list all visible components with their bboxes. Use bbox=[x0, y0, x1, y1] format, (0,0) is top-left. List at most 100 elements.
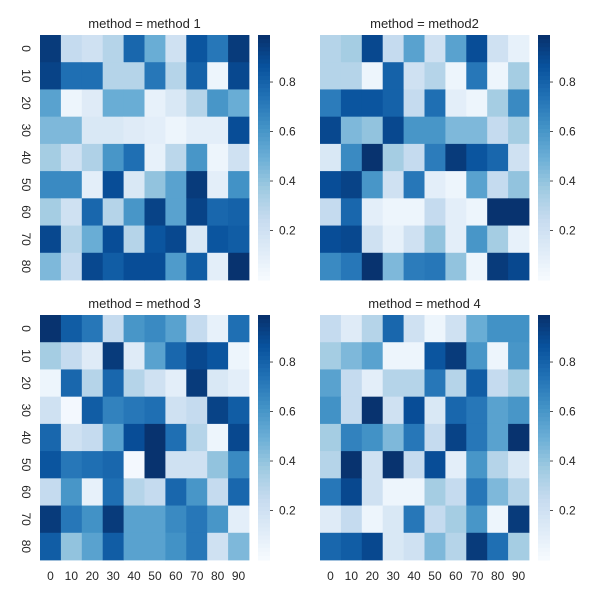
colorbar-segment bbox=[538, 466, 550, 471]
heatmap-cell-r8-c2 bbox=[361, 252, 384, 281]
colorbar-tick-label: 0.6 bbox=[279, 405, 296, 419]
heatmap-cell-r4-c9 bbox=[508, 423, 530, 452]
heatmap-cell-r5-c0 bbox=[320, 171, 342, 199]
colorbar-segment bbox=[258, 137, 270, 142]
colorbar-segment bbox=[258, 359, 270, 365]
colorbar-segment bbox=[258, 364, 270, 369]
heatmap-cell-r5-c5 bbox=[144, 451, 166, 479]
heatmap-cell-r7-c5 bbox=[144, 505, 166, 534]
heatmap-cell-r5-c1 bbox=[340, 171, 363, 199]
colorbar-segment bbox=[538, 239, 550, 244]
colorbar-segment bbox=[258, 51, 270, 56]
heatmap-cell-r4-c8 bbox=[207, 423, 229, 452]
heatmap-cell-r7-c8 bbox=[207, 505, 229, 534]
heatmap-cell-r3-c9 bbox=[508, 116, 530, 145]
colorbar-segment bbox=[258, 149, 270, 154]
colorbar-segment bbox=[258, 214, 270, 220]
heatmap-cell-r1-c1 bbox=[340, 62, 363, 90]
colorbar-segment bbox=[258, 190, 270, 195]
colorbar-segment bbox=[258, 327, 270, 332]
heatmap-cell-r4-c2 bbox=[81, 423, 104, 452]
heatmap-cell-r1-c2 bbox=[81, 342, 104, 370]
heatmap-cell-r2-c8 bbox=[487, 89, 509, 118]
heatmap-cell-r5-c1 bbox=[60, 171, 83, 199]
heatmap-cell-r1-c1 bbox=[340, 342, 363, 370]
heatmap-cell-r8-c8 bbox=[207, 532, 229, 561]
colorbar-segment bbox=[258, 104, 270, 109]
heatmap-cell-r2-c9 bbox=[508, 369, 530, 398]
colorbar-segment bbox=[258, 519, 270, 524]
colorbar-tick-label: 0.8 bbox=[559, 355, 576, 369]
heatmap-cell-r5-c3 bbox=[382, 171, 404, 199]
heatmap-cell-r8-c5 bbox=[144, 252, 166, 281]
colorbar-segment bbox=[258, 404, 270, 410]
colorbar-segment bbox=[538, 331, 550, 336]
heatmap-cell-r2-c3 bbox=[102, 369, 124, 398]
heatmap-cell-r3-c9 bbox=[228, 396, 250, 425]
heatmap-cell-r7-c6 bbox=[445, 225, 467, 254]
heatmap-cell-r2-c3 bbox=[382, 369, 404, 398]
colorbar-segment bbox=[538, 482, 550, 487]
colorbar-segment bbox=[258, 486, 270, 492]
colorbar-segment bbox=[538, 372, 550, 377]
colorbar-segment bbox=[538, 124, 550, 130]
heatmap-cell-r6-c9 bbox=[508, 198, 530, 226]
colorbar-segment bbox=[258, 108, 270, 114]
colorbar-segment bbox=[258, 376, 270, 381]
colorbar-segment bbox=[538, 231, 550, 236]
heatmap-cell-r4-c8 bbox=[207, 143, 229, 172]
heatmap-cell-r8-c9 bbox=[228, 532, 250, 561]
heatmap-cell-r3-c5 bbox=[424, 396, 446, 425]
heatmap-cell-r5-c8 bbox=[207, 451, 229, 479]
heatmap-cell-r7-c4 bbox=[403, 505, 425, 534]
colorbar-segment bbox=[258, 494, 270, 500]
heatmap-cell-r0-c4 bbox=[403, 35, 425, 63]
colorbar-segment bbox=[258, 161, 270, 167]
colorbar-segment bbox=[258, 490, 270, 496]
heatmap-cell-r4-c8 bbox=[487, 143, 509, 172]
heatmap-cell-r0-c8 bbox=[207, 315, 229, 343]
colorbar-segment bbox=[258, 59, 270, 65]
heatmap-cell-r8-c7 bbox=[466, 252, 488, 281]
heatmap-cell-r6-c3 bbox=[382, 198, 404, 226]
heatmap-cell-r6-c5 bbox=[424, 478, 446, 506]
colorbar-segment bbox=[538, 186, 550, 191]
y-tick-label: 40 bbox=[19, 151, 33, 165]
heatmap-cell-r7-c7 bbox=[186, 505, 208, 534]
colorbar-segment bbox=[538, 368, 550, 373]
heatmap-cell-r7-c6 bbox=[165, 505, 187, 534]
colorbar-segment bbox=[538, 96, 550, 101]
heatmap-cell-r2-c7 bbox=[186, 369, 208, 398]
heatmap-cell-r0-c0 bbox=[320, 35, 342, 63]
heatmap-cell-r2-c1 bbox=[60, 369, 83, 398]
x-tick-label: 80 bbox=[491, 569, 505, 583]
heatmap-cell-r2-c4 bbox=[123, 369, 145, 398]
heatmap-cell-r4-c6 bbox=[445, 143, 467, 172]
colorbar-segment bbox=[538, 445, 550, 451]
colorbar-segment bbox=[538, 210, 550, 216]
heatmap-cell-r6-c1 bbox=[340, 198, 363, 226]
heatmap-cell-r1-c7 bbox=[186, 342, 208, 370]
heatmap-cell-r3-c1 bbox=[340, 116, 363, 145]
colorbar-segment bbox=[538, 141, 550, 146]
x-tick-label: 50 bbox=[148, 569, 162, 583]
heatmap-panel-3: method = method 3 0 10 20 30 40 50 60 70 80 0 10 20 3… bbox=[19, 296, 296, 583]
heatmap-cell-r2-c4 bbox=[123, 89, 145, 118]
colorbar-tick-label: 0.6 bbox=[559, 405, 576, 419]
heatmap-cell-r6-c0 bbox=[320, 198, 342, 226]
colorbar-segment bbox=[258, 194, 270, 199]
heatmap-cell-r6-c2 bbox=[361, 198, 384, 226]
colorbar-segment bbox=[258, 210, 270, 216]
heatmap-cell-r2-c8 bbox=[207, 369, 229, 398]
heatmap-cell-r8-c4 bbox=[403, 532, 425, 561]
heatmap-cell-r8-c3 bbox=[382, 532, 404, 561]
heatmap-cell-r7-c1 bbox=[340, 225, 363, 254]
heatmap-cell-r3-c2 bbox=[361, 116, 384, 145]
colorbar-segment bbox=[538, 149, 550, 154]
heatmap-cell-r1-c3 bbox=[382, 342, 404, 370]
y-tick-label: 0 bbox=[19, 45, 33, 52]
colorbar-segment bbox=[538, 153, 550, 158]
colorbar-segment bbox=[538, 157, 550, 163]
colorbar-tick-label: 0.6 bbox=[279, 125, 296, 139]
heatmap-cell-r5-c3 bbox=[102, 451, 124, 479]
